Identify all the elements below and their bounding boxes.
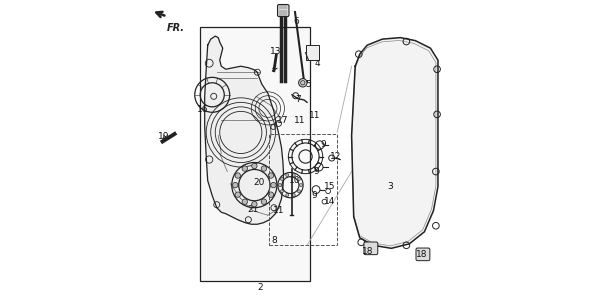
Text: 15: 15 — [324, 182, 335, 191]
Circle shape — [286, 194, 289, 197]
Circle shape — [278, 184, 281, 187]
FancyBboxPatch shape — [277, 5, 289, 17]
Polygon shape — [352, 38, 438, 248]
Text: 14: 14 — [324, 197, 335, 206]
Polygon shape — [205, 36, 284, 224]
Circle shape — [235, 192, 241, 197]
Text: 7: 7 — [295, 95, 301, 104]
Circle shape — [261, 166, 267, 171]
Circle shape — [252, 202, 257, 207]
Text: 10: 10 — [289, 176, 301, 185]
Circle shape — [297, 177, 300, 180]
Text: 18: 18 — [416, 250, 427, 259]
Text: 9: 9 — [312, 191, 317, 200]
Circle shape — [252, 163, 257, 169]
Text: 13: 13 — [270, 47, 281, 56]
Circle shape — [242, 166, 248, 171]
Bar — [306, 45, 319, 60]
Text: 16: 16 — [198, 105, 209, 114]
Circle shape — [271, 182, 276, 188]
Text: 9: 9 — [313, 167, 319, 176]
Text: 18: 18 — [362, 247, 373, 256]
FancyBboxPatch shape — [416, 248, 430, 261]
Text: 20: 20 — [253, 178, 264, 187]
Bar — [270, 134, 337, 245]
Circle shape — [232, 182, 238, 188]
Text: 19: 19 — [158, 132, 170, 141]
Circle shape — [268, 192, 274, 197]
Circle shape — [268, 173, 274, 178]
Text: 21: 21 — [247, 205, 258, 214]
Text: 12: 12 — [330, 152, 342, 161]
Text: 8: 8 — [271, 236, 277, 245]
Text: 4: 4 — [314, 59, 320, 68]
Circle shape — [286, 174, 289, 177]
Bar — [200, 27, 310, 281]
Text: FR.: FR. — [167, 23, 185, 33]
Text: 6: 6 — [294, 17, 299, 26]
Circle shape — [242, 199, 248, 204]
Circle shape — [235, 173, 241, 178]
Text: 17: 17 — [277, 116, 289, 125]
Text: 11: 11 — [309, 111, 320, 120]
Text: 11: 11 — [273, 206, 284, 215]
Circle shape — [300, 184, 303, 187]
Text: 3: 3 — [387, 182, 393, 191]
Circle shape — [292, 174, 295, 177]
Circle shape — [299, 79, 307, 87]
Circle shape — [292, 194, 295, 197]
Text: 9: 9 — [321, 140, 326, 149]
Text: 5: 5 — [306, 80, 312, 89]
Circle shape — [280, 177, 283, 180]
Text: 2: 2 — [258, 283, 263, 292]
Circle shape — [261, 199, 267, 204]
FancyBboxPatch shape — [364, 242, 378, 255]
Circle shape — [297, 190, 300, 193]
Circle shape — [280, 190, 283, 193]
Text: 11: 11 — [294, 116, 305, 125]
